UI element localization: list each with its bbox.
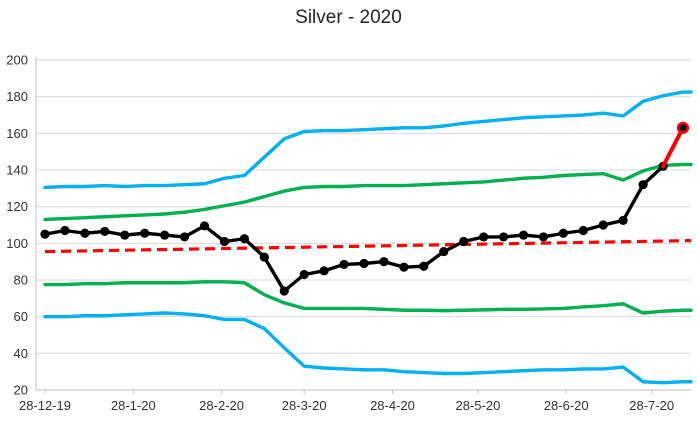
price-point-marker: [538, 232, 549, 242]
price-point-marker: [399, 262, 409, 272]
price-point-marker: [459, 236, 469, 247]
lower-band-blue-line: [43, 311, 693, 385]
y-axis-label: 20: [14, 383, 28, 398]
price-point-marker: [239, 234, 249, 244]
price-point-marker: [120, 230, 130, 240]
price-point-marker: [179, 232, 190, 242]
x-axis-label: 28-2-20: [199, 398, 244, 413]
price-point-marker: [219, 236, 230, 247]
y-axis-label: 100: [6, 236, 28, 251]
y-axis-label: 140: [6, 163, 28, 178]
price-point-marker: [40, 229, 50, 239]
price-point-marker: [618, 215, 628, 226]
y-axis-label: 120: [6, 199, 28, 214]
price-point-marker: [638, 180, 648, 190]
x-axis-label: 28-4-20: [370, 398, 415, 413]
y-axis-label: 60: [14, 309, 28, 324]
price-point-marker: [279, 286, 289, 296]
y-axis-label: 200: [6, 53, 28, 68]
price-point-marker: [100, 226, 110, 237]
price-point-marker: [419, 261, 429, 271]
upper-band-green-line: [43, 162, 693, 222]
latest-point-marker: [676, 121, 690, 134]
x-axis-label: 28-3-20: [282, 398, 327, 413]
price-point-marker: [199, 221, 210, 231]
price-point-marker: [259, 252, 269, 262]
price-point-marker: [578, 225, 588, 236]
price-point-marker: [518, 230, 529, 240]
price-point-marker: [140, 228, 150, 238]
price-point-marker: [160, 230, 170, 240]
trend-line-dashed: [44, 238, 692, 254]
lower-band-green-line: [43, 280, 693, 315]
upper-band-blue-line: [43, 90, 693, 190]
y-axis-label: 40: [14, 346, 28, 361]
chart-title: Silver - 2020: [295, 7, 402, 28]
price-point-marker: [439, 246, 449, 257]
y-axis-label: 80: [14, 273, 28, 288]
x-axis-label: 28-7-20: [629, 398, 674, 413]
y-axis-label: 160: [6, 126, 28, 141]
price-point-marker: [339, 259, 349, 270]
y-axis-label: 180: [6, 89, 28, 104]
price-point-marker: [80, 228, 90, 238]
x-axis-label: 28-6-20: [544, 398, 589, 413]
price-point-marker: [319, 266, 329, 276]
latest-move-line: [661, 125, 685, 169]
price-point-marker: [558, 228, 568, 238]
price-point-marker: [479, 232, 489, 242]
price-point-marker: [359, 258, 369, 269]
price-point-marker: [379, 257, 389, 267]
x-axis-label: 28-12-19: [19, 398, 71, 413]
price-point-marker: [299, 269, 309, 280]
x-axis-label: 28-5-20: [456, 398, 501, 413]
x-axis-label: 28-1-20: [111, 398, 156, 413]
price-point-marker: [60, 225, 70, 236]
price-point-marker: [598, 220, 608, 230]
price-point-marker: [498, 232, 509, 242]
